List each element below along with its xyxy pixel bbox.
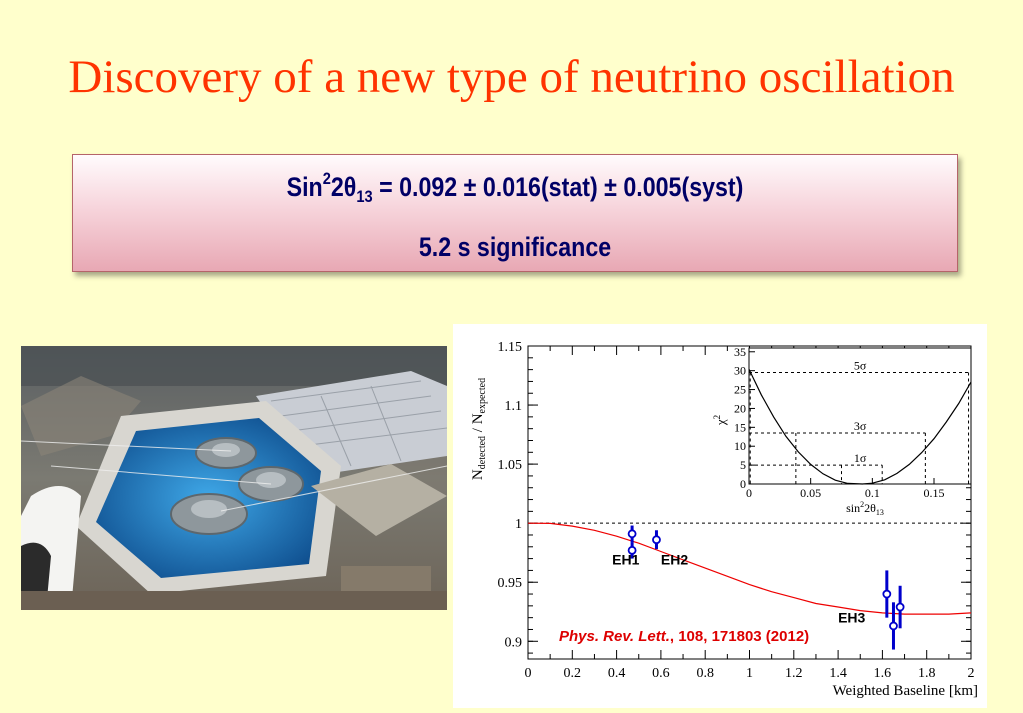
main-x-tick-label: 0.8: [696, 666, 714, 681]
inset-y-tick-label: 0: [740, 477, 746, 491]
sin-label: Sin: [286, 172, 323, 202]
significance-line: 5.2 s significance: [418, 232, 612, 262]
main-y-tick-label: 1.1: [505, 399, 523, 414]
main-ylabel: Ndetected / Nexpected: [470, 378, 488, 480]
data-point: [627, 529, 637, 539]
main-x-tick-label: 1.6: [874, 666, 892, 681]
main-y-tick-label: 0.95: [498, 576, 523, 591]
main-x-tick-label: 1.4: [829, 666, 847, 681]
measurement-value: = 0.092 ± 0.016(stat) ± 0.005(syst): [372, 172, 744, 202]
sigma-label: 1σ: [854, 451, 867, 465]
ratio-chart: 0 0.2 0.4 0.6 0.8 1 1.2 1.4 1.6 1.8 2 0.9 0.95 1 1.05 1…: [470, 340, 978, 699]
hall-label: EH2: [661, 552, 688, 568]
inset-x-tick-label: 0.15: [924, 486, 945, 500]
main-x-tick-label: 1: [746, 666, 753, 681]
measurement-line: Sin22θ13 = 0.092 ± 0.016(stat) ± 0.005(s…: [135, 169, 895, 207]
citation: Phys. Rev. Lett., 108, 171803 (2012): [559, 628, 809, 645]
inset-y-tick-label: 5: [740, 458, 746, 472]
main-y-tick-label: 1.15: [498, 340, 523, 355]
chi2-curve: [748, 368, 972, 485]
sin-exponent: 2: [322, 169, 331, 188]
inset-y-tick-label: 35: [734, 345, 746, 359]
main-x-tick-label: 0.4: [608, 666, 626, 681]
inset-plot-frame: [748, 347, 972, 485]
oscillation-fit-curve: [527, 522, 972, 615]
oscillation-plot: 0 0.2 0.4 0.6 0.8 1 1.2 1.4 1.6 1.8 2 0.9 0.95 1 1.05 1…: [453, 324, 987, 708]
sigma-label: 5σ: [854, 359, 867, 373]
data-point: [652, 535, 661, 545]
main-x-tick-label: 1.2: [785, 666, 803, 681]
main-x-tick-label: 2: [968, 666, 975, 681]
data-point: [889, 621, 898, 631]
inset-y-tick-label: 15: [734, 420, 746, 434]
hall-label: EH3: [838, 609, 865, 625]
inset-x-tick-label: 0: [746, 486, 752, 500]
theta-symbol: θ: [343, 172, 357, 202]
main-y-tick-label: 1.05: [498, 458, 523, 473]
sigma-label: 3σ: [854, 419, 867, 433]
data-point: [882, 589, 892, 599]
main-x-tick-label: 1.8: [918, 666, 936, 681]
slide-title: Discovery of a new type of neutrino osci…: [68, 51, 955, 103]
inset-y-tick-label: 25: [734, 383, 746, 397]
main-y-tick-label: 0.9: [505, 635, 523, 650]
main-xlabel: Weighted Baseline [km]: [833, 683, 978, 699]
result-box: Sin22θ13 = 0.092 ± 0.016(stat) ± 0.005(s…: [72, 154, 958, 272]
inset-y-tick-label: 20: [734, 401, 746, 415]
detector-pool-photo-icon: [21, 346, 447, 610]
main-x-tick-label: 0: [525, 666, 532, 681]
inset-y-tick-label: 30: [734, 364, 746, 378]
inset-xlabel: sin22θ13: [846, 500, 884, 517]
inset-ylabel: χ2: [712, 415, 728, 426]
inset-y-tick-label: 10: [734, 439, 746, 453]
theta-subscript: 13: [356, 187, 373, 206]
inset-x-tick-label: 0.1: [865, 486, 880, 500]
data-point: [895, 602, 905, 612]
main-y-tick-label: 1: [515, 517, 522, 532]
hall-label: EH1: [612, 552, 639, 568]
inset-x-tick-label: 0.05: [800, 486, 821, 500]
two-label: 2: [330, 172, 344, 202]
data-point: [627, 545, 637, 555]
main-x-tick-label: 0.6: [652, 666, 670, 681]
main-x-tick-label: 0.2: [564, 666, 582, 681]
